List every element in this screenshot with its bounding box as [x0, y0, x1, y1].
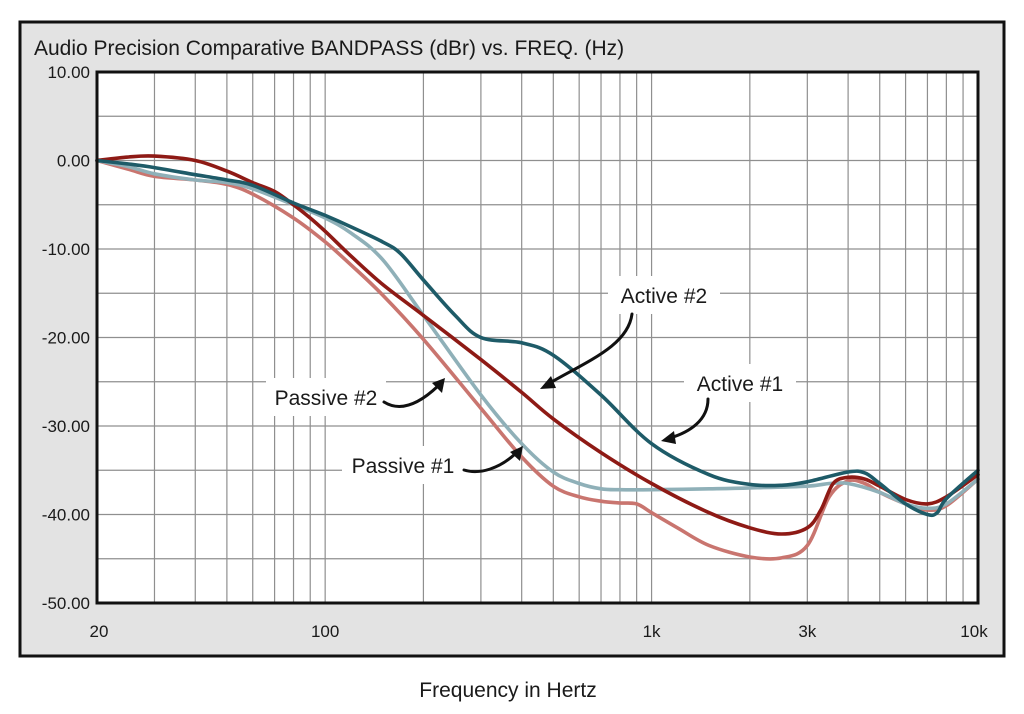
y-axis-ticks: 10.00 0.00 -10.00 -20.00 -30.00 -40.00 -50.00	[42, 63, 90, 613]
annotation-passive-2-arrow	[382, 384, 440, 409]
annotation-passive-2: Passive #2	[266, 378, 445, 416]
annotation-passive-1-box	[342, 446, 464, 484]
y-tick-label: 0.00	[57, 152, 90, 171]
plot-border	[95, 70, 980, 605]
annotation-passive-2-label: Passive #2	[275, 387, 378, 410]
annotation-passive-2-arrowhead	[432, 378, 445, 393]
y-tick-label: -30.00	[42, 417, 90, 436]
annotation-active-1-arrow	[668, 397, 710, 440]
annotation-active-2: Active #2	[540, 276, 720, 389]
data-series	[95, 154, 980, 561]
y-tick-label: -20.00	[42, 329, 90, 348]
series-line-active-2	[95, 154, 980, 536]
y-tick-label: -10.00	[42, 240, 90, 259]
annotation-active-1: Active #1	[661, 364, 796, 444]
grid-lines	[97, 72, 978, 603]
annotation-passive-1-arrowhead	[510, 446, 523, 461]
x-tick-label: 10k	[960, 622, 988, 641]
annotation-passive-1-label: Passive #1	[352, 455, 455, 478]
x-tick-label: 100	[311, 622, 339, 641]
annotation-active-1-label: Active #1	[697, 373, 783, 396]
annotation-passive-1-arrow	[462, 452, 517, 474]
y-tick-label: -50.00	[42, 594, 90, 613]
x-tick-label: 20	[90, 622, 109, 641]
x-tick-label: 3k	[798, 622, 816, 641]
annotation-passive-2-box	[266, 378, 386, 416]
series-line-active-1	[95, 158, 980, 518]
y-tick-label: 10.00	[47, 63, 90, 82]
annotation-active-2-box	[608, 276, 720, 314]
chart-title: Audio Precision Comparative BANDPASS (dB…	[34, 37, 624, 60]
annotation-active-2-arrowhead	[540, 376, 556, 389]
x-tick-label: 1k	[643, 622, 661, 641]
y-tick-label: -40.00	[42, 506, 90, 525]
annotation-passive-1: Passive #1	[342, 446, 523, 484]
annotation-active-1-box	[684, 364, 796, 402]
x-axis-label: Frequency in Hertz	[419, 679, 596, 702]
x-axis-ticks: 20 100 1k 3k 10k	[90, 622, 989, 641]
annotation-active-2-label: Active #2	[621, 285, 707, 308]
annotation-active-1-arrowhead	[661, 431, 676, 444]
series-line-passive-2	[95, 158, 980, 561]
series-line-passive-1	[95, 158, 980, 511]
annotation-active-2-arrow	[546, 312, 634, 386]
